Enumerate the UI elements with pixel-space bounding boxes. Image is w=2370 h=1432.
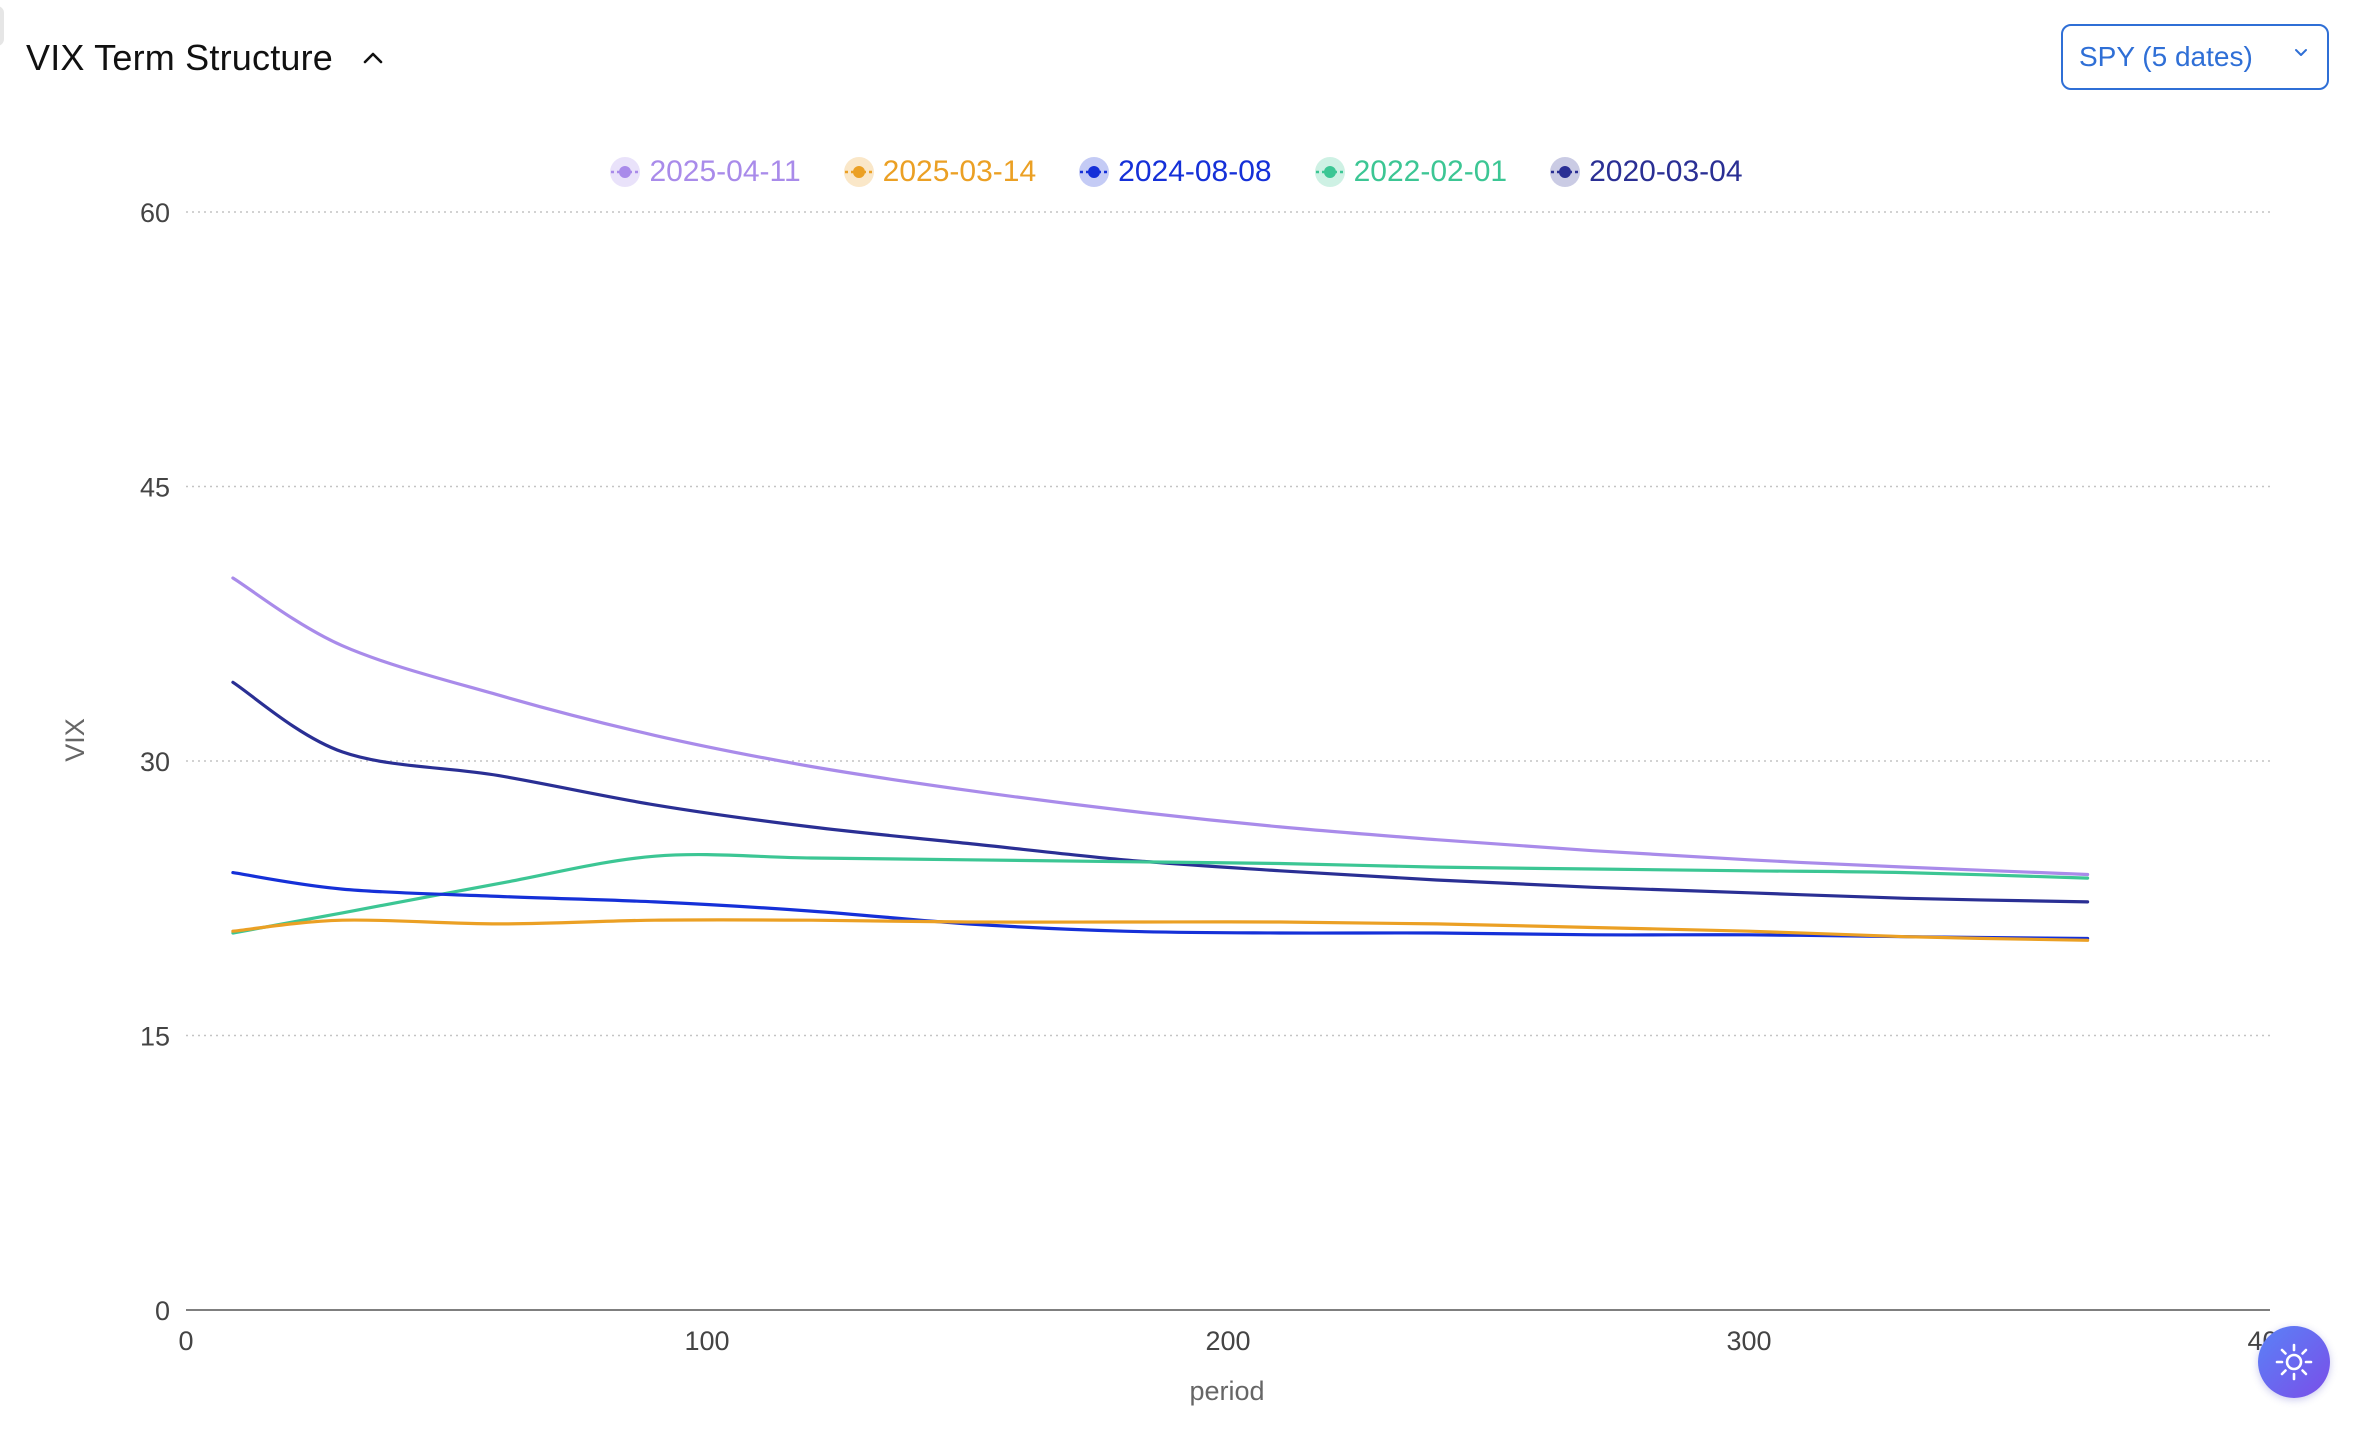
chevron-down-icon: [2295, 49, 2307, 56]
legend-marker-icon: [1314, 157, 1345, 187]
grid-lines: [186, 211, 2270, 1037]
y-tick-label: 0: [155, 1296, 170, 1326]
chart-header: VIX Term Structure: [26, 30, 391, 86]
legend-marker-icon: [1550, 157, 1581, 187]
series-line-2025-03-14[interactable]: [231, 918, 2090, 942]
legend-item[interactable]: 2025-04-11: [607, 154, 801, 190]
ticker-select[interactable]: SPY (5 dates): [2061, 24, 2329, 90]
y-tick-label: 15: [140, 1022, 170, 1052]
series-lines: [231, 576, 2090, 942]
legend-marker-icon: [1079, 157, 1110, 187]
edge-handle: [0, 6, 4, 46]
theme-toggle-button[interactable]: [2258, 1326, 2330, 1398]
legend-label: 2022-02-01: [1353, 155, 1508, 188]
x-tick-label: 200: [1205, 1326, 1250, 1356]
chevron-up-icon: [363, 52, 383, 64]
y-tick-label: 30: [140, 747, 170, 777]
x-tick-label: 100: [684, 1326, 729, 1356]
page-title: VIX Term Structure: [26, 37, 334, 78]
y-tick-label: 45: [140, 473, 170, 503]
chart-legend: 2025-04-11 2025-03-14 2024-08-08 2022-02-01…: [0, 148, 2370, 196]
axes: 0153045600100200300400: [140, 198, 2293, 1356]
legend-item[interactable]: 2025-03-14: [841, 154, 1036, 190]
legend-item[interactable]: 2022-02-01: [1312, 154, 1507, 190]
legend-label: 2020-03-04: [1589, 155, 1743, 188]
series-line-2022-02-01[interactable]: [231, 852, 2090, 935]
sun-icon: [2275, 1343, 2313, 1381]
legend-marker-icon: [843, 157, 874, 187]
legend-item[interactable]: 2024-08-08: [1076, 154, 1272, 190]
series-line-2025-04-11[interactable]: [231, 576, 2090, 877]
y-axis-label: VIX: [60, 718, 90, 762]
legend-label: 2025-04-11: [649, 155, 801, 188]
legend-marker-icon: [610, 157, 641, 187]
y-tick-label: 60: [140, 198, 170, 228]
x-axis-label: period: [1189, 1376, 1264, 1406]
series-line-2020-03-04[interactable]: [231, 680, 2090, 904]
legend-item[interactable]: 2020-03-04: [1547, 154, 1743, 190]
ticker-select-value: SPY (5 dates): [2079, 41, 2253, 72]
x-tick-label: 0: [178, 1326, 193, 1356]
collapse-button[interactable]: [355, 40, 391, 76]
series-line-2024-08-08[interactable]: [231, 871, 2090, 941]
legend-label: 2024-08-08: [1118, 155, 1272, 188]
x-tick-label: 300: [1726, 1326, 1771, 1356]
legend-label: 2025-03-14: [882, 155, 1037, 188]
